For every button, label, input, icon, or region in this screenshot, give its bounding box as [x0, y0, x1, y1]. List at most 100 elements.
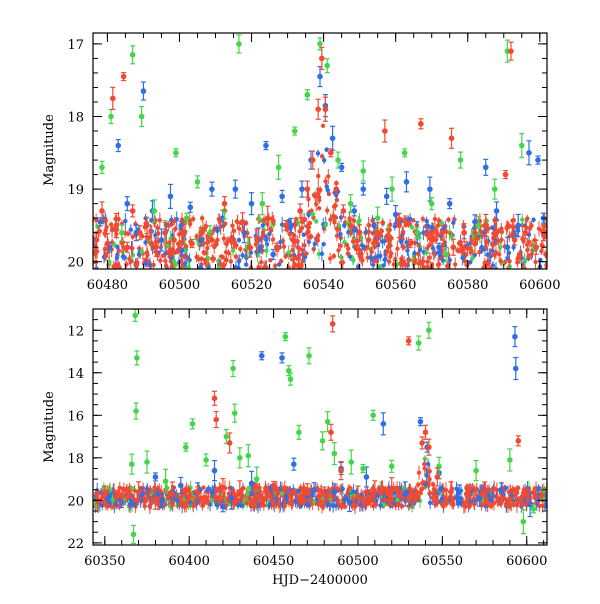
cloud-point [341, 487, 345, 491]
cloud-point [286, 250, 290, 254]
cloud-point [224, 257, 228, 261]
data-point [348, 223, 354, 229]
cloud-point [267, 503, 271, 507]
data-point [254, 237, 260, 243]
data-point [375, 215, 381, 221]
data-point [137, 230, 143, 236]
data-point [270, 252, 276, 258]
data-point [203, 495, 209, 501]
data-point [317, 41, 323, 47]
data-point [227, 440, 233, 446]
data-point [276, 165, 282, 171]
data-point [108, 114, 114, 120]
cloud-point [244, 501, 248, 505]
cloud-point [529, 252, 533, 256]
data-point [477, 495, 483, 501]
data-point [115, 143, 121, 149]
data-point [249, 201, 255, 207]
x-tick-label: 60600 [519, 278, 560, 293]
cloud-point [422, 462, 426, 466]
data-point [220, 485, 226, 491]
x-tick-label: 60540 [303, 278, 344, 293]
cloud-point [181, 488, 185, 492]
cloud-point [245, 492, 249, 496]
cloud-point [438, 253, 442, 257]
data-point [213, 417, 219, 423]
cloud-point [116, 217, 120, 221]
cloud-point [116, 263, 120, 267]
cloud-point [279, 259, 283, 263]
cloud-point [219, 262, 223, 266]
cloud-point [104, 219, 108, 223]
cloud-point [366, 223, 370, 227]
x-tick-label: 60500 [159, 278, 200, 293]
cloud-point [424, 250, 428, 254]
data-point [187, 204, 193, 210]
cloud-point [283, 504, 287, 508]
data-point [324, 63, 330, 69]
data-point [132, 313, 138, 319]
cloud-point [321, 242, 325, 246]
cloud-point [238, 247, 242, 251]
cloud-point [428, 255, 432, 259]
top-y-axis-label: Magnitude [42, 114, 57, 186]
cloud-point [368, 498, 372, 502]
cloud-point [159, 245, 163, 249]
data-point [535, 157, 541, 163]
cloud-point [405, 248, 409, 252]
cloud-point [490, 225, 494, 229]
data-point [341, 208, 347, 214]
data-point [389, 186, 395, 192]
data-point [402, 150, 408, 156]
cloud-point [522, 258, 526, 262]
cloud-point [426, 480, 430, 484]
cloud-point [130, 486, 134, 490]
data-point [133, 408, 139, 414]
cloud-point [437, 262, 441, 266]
cloud-point [314, 202, 318, 206]
data-point [130, 208, 136, 214]
cloud-point [410, 501, 414, 505]
cloud-point [357, 218, 361, 222]
cloud-point [453, 262, 457, 266]
data-point [483, 165, 489, 171]
data-point [396, 223, 402, 229]
data-point [364, 474, 370, 480]
cloud-point [428, 469, 432, 473]
cloud-point [378, 264, 382, 268]
cloud-point [369, 256, 373, 260]
cloud-point [433, 217, 437, 221]
cloud-point [525, 216, 529, 220]
cloud-point [191, 504, 195, 508]
cloud-point [221, 255, 225, 259]
cloud-point [378, 491, 382, 495]
cloud-point [291, 257, 295, 261]
cloud-point [439, 486, 443, 490]
cloud-point [492, 253, 496, 257]
cloud-point [418, 248, 422, 252]
cloud-point [370, 249, 374, 253]
cloud-point [316, 238, 320, 242]
data-point [247, 244, 253, 250]
cloud-point [264, 486, 268, 490]
cloud-point [316, 174, 320, 178]
data-point [110, 96, 116, 102]
data-point [232, 410, 238, 416]
cloud-point [203, 258, 207, 262]
data-point [212, 468, 218, 474]
cloud-point [123, 256, 127, 260]
data-point [317, 74, 323, 80]
cloud-point [194, 255, 198, 259]
data-point [311, 487, 317, 493]
cloud-point [230, 224, 234, 228]
data-point [186, 493, 192, 499]
data-point [305, 92, 311, 98]
cloud-point [180, 239, 184, 243]
data-point [136, 489, 142, 495]
data-point [429, 237, 435, 243]
cloud-point [335, 198, 339, 202]
cloud-point [346, 251, 350, 255]
data-point [229, 495, 235, 501]
y-tick-label: 18 [67, 111, 84, 126]
